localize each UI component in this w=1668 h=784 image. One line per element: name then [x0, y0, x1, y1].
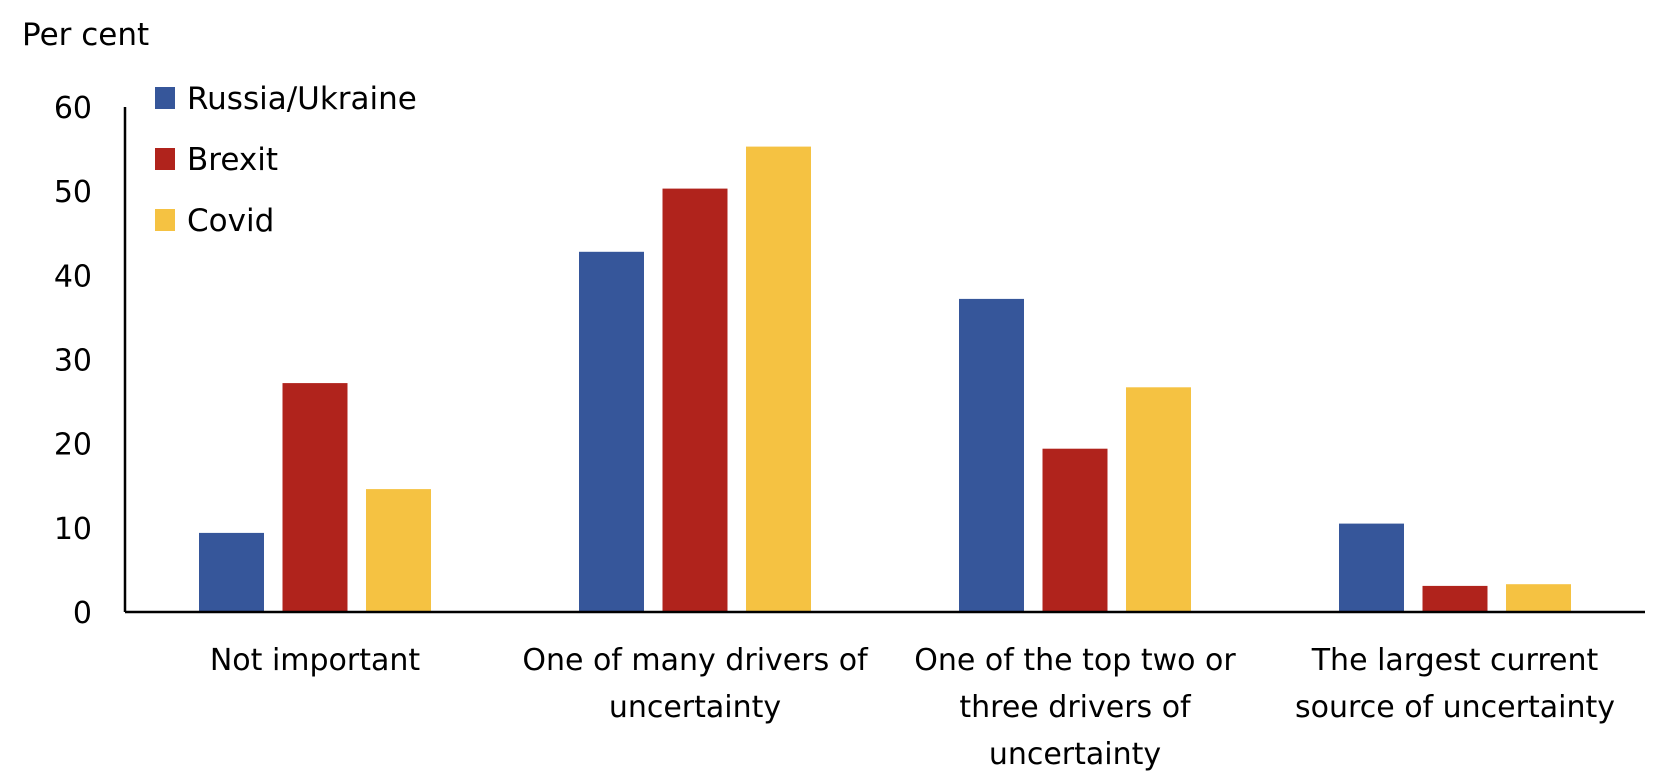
y-tick-label: 60: [54, 91, 92, 126]
bar: [579, 251, 644, 613]
x-category-label: One of many drivers of: [522, 643, 869, 678]
bar: [366, 489, 431, 612]
bar: [1126, 387, 1191, 612]
y-tick-label: 0: [73, 596, 92, 631]
y-axis-title: Per cent: [22, 17, 149, 53]
bar: [746, 146, 811, 612]
bar: [282, 383, 348, 612]
y-tick-label: 20: [54, 428, 92, 463]
bar: [662, 188, 728, 612]
bar: [1042, 448, 1108, 612]
legend-swatch: [155, 209, 175, 231]
x-category-label: uncertainty: [989, 737, 1161, 772]
x-axis-category-labels: Not important One of many drivers of uncer…: [210, 643, 1615, 772]
x-category-label: The largest current: [1311, 643, 1599, 678]
bar: [1506, 584, 1571, 612]
x-category-label: three drivers of: [959, 690, 1192, 725]
legend-label: Brexit: [187, 142, 278, 178]
x-category-label: Not important: [210, 643, 421, 678]
bar: [959, 298, 1024, 612]
x-category-label: source of uncertainty: [1295, 690, 1615, 725]
x-category-label: One of the top two or: [914, 643, 1236, 678]
bar: [1339, 523, 1404, 612]
legend-swatch: [155, 148, 175, 170]
legend: Russia/Ukraine Brexit Covid: [155, 81, 417, 239]
x-category-label: uncertainty: [609, 690, 781, 725]
legend-label: Russia/Ukraine: [187, 81, 417, 117]
legend-label: Covid: [187, 203, 274, 239]
y-tick-label: 50: [54, 175, 92, 210]
y-axis-ticks: 0 10 20 30 40 50 60: [54, 91, 92, 631]
y-tick-label: 30: [54, 344, 92, 379]
bars: [199, 146, 1571, 613]
y-tick-label: 10: [54, 512, 92, 547]
bar: [1422, 585, 1488, 612]
legend-swatch: [155, 87, 175, 109]
y-tick-label: 40: [54, 259, 92, 294]
bar: [199, 532, 264, 612]
